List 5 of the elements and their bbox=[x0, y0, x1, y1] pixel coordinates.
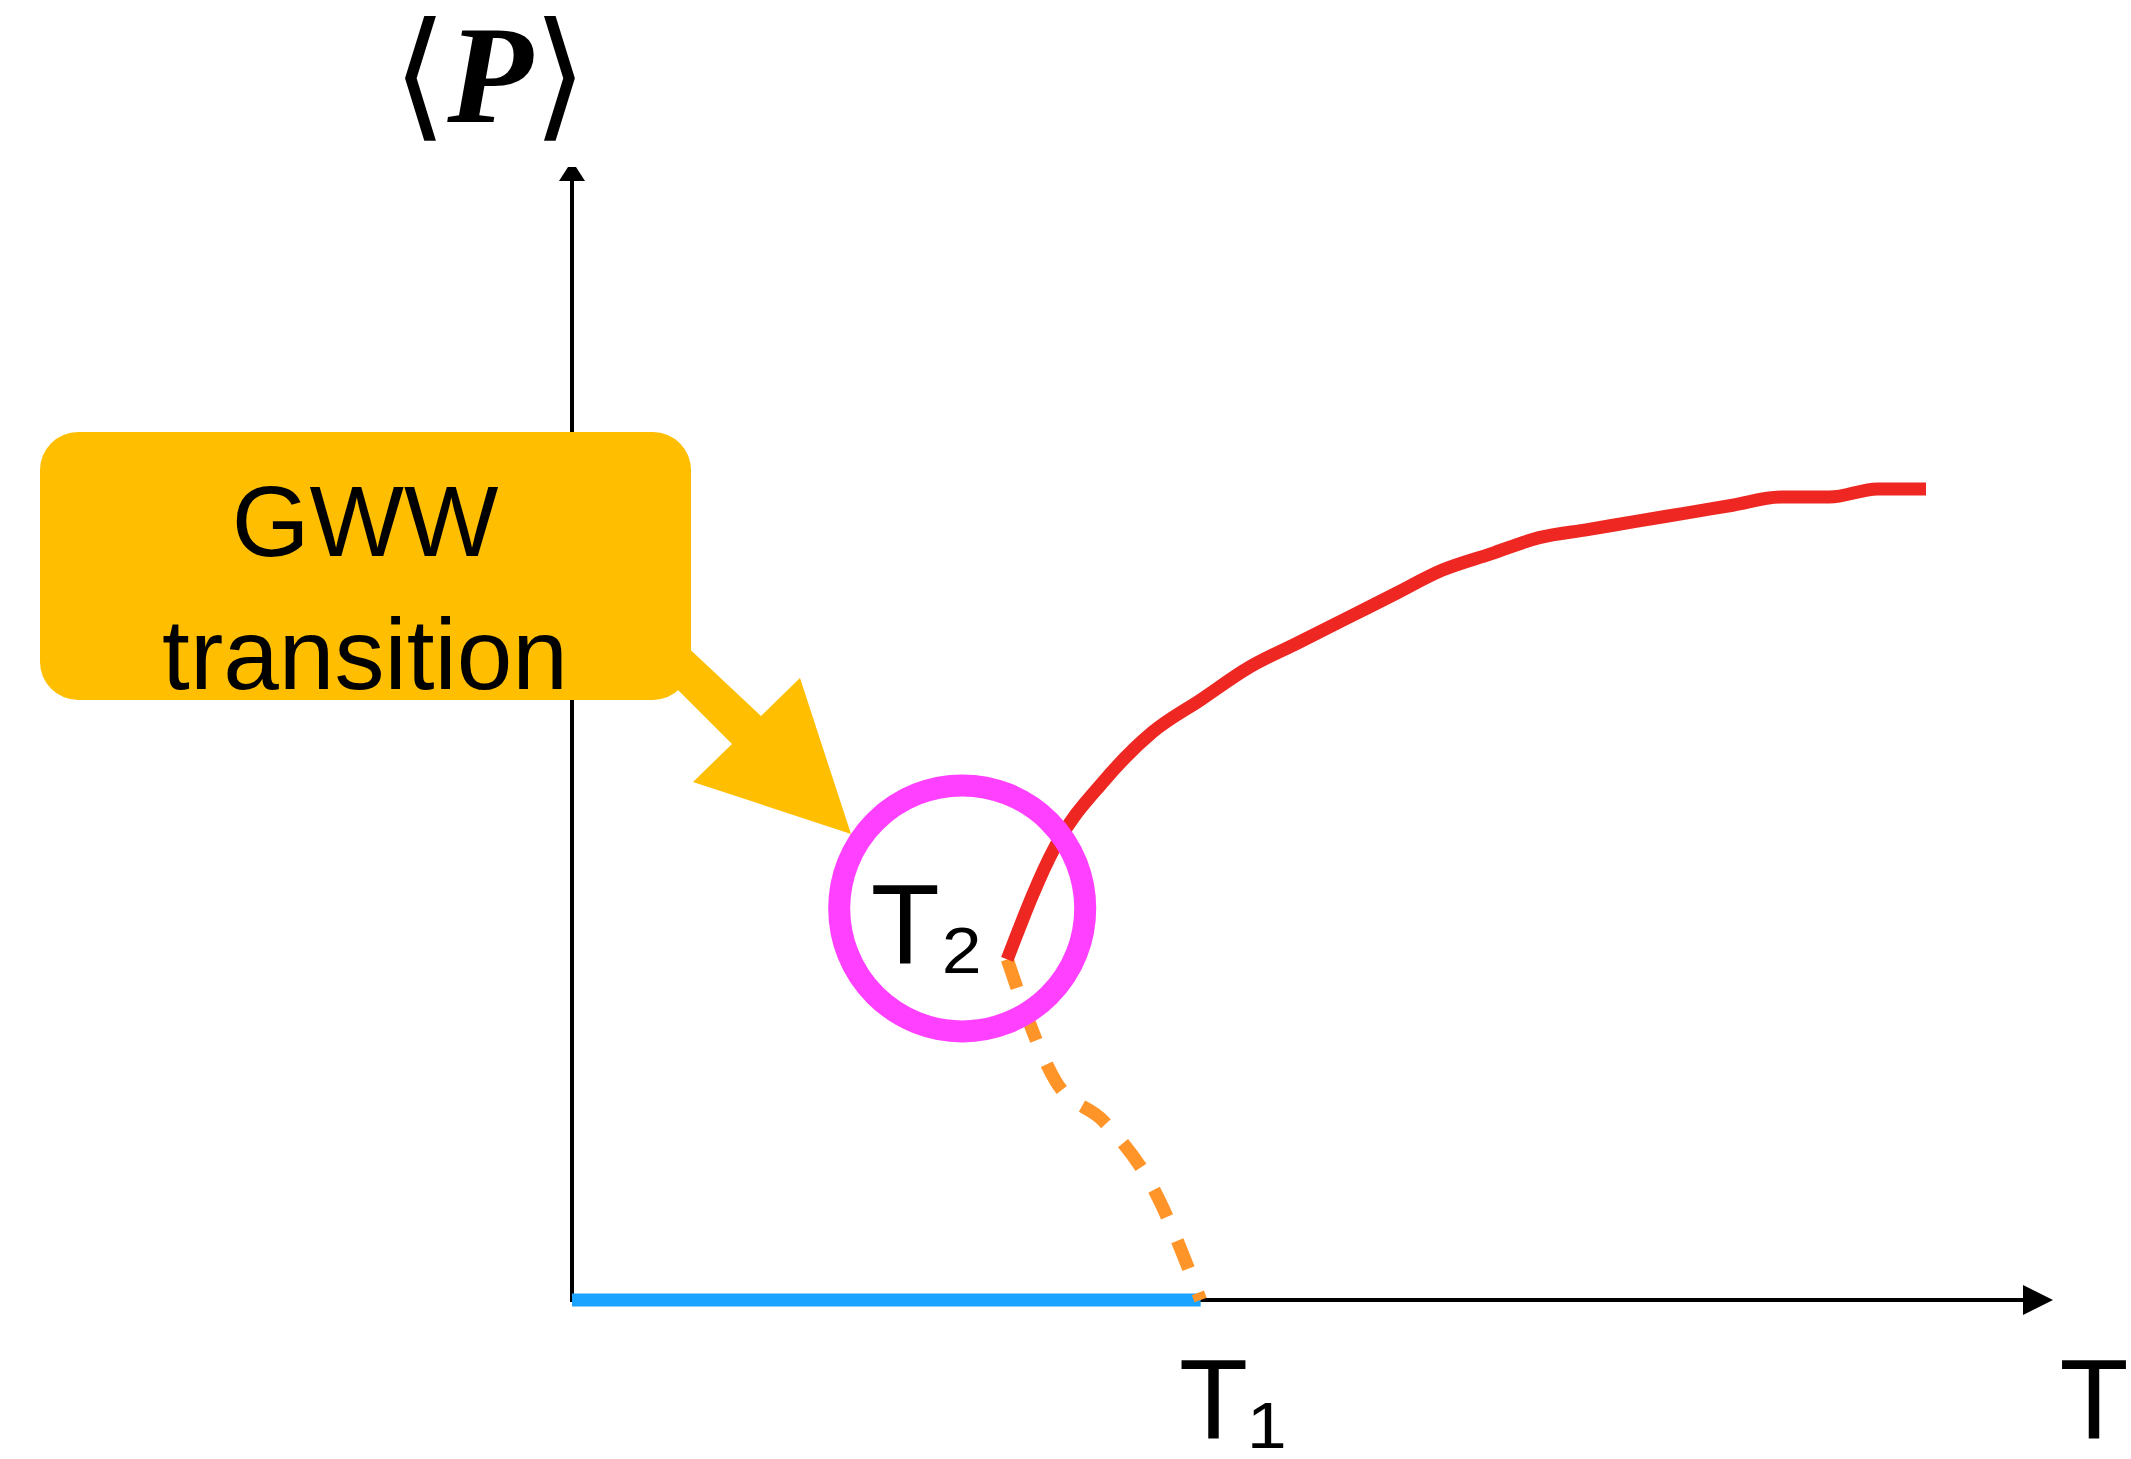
annotation: GWW transition bbox=[162, 464, 568, 710]
y-axis-title: ⟨P⟩ bbox=[392, 0, 588, 152]
text: T₁ bbox=[1179, 1336, 1287, 1459]
annotation: T₂ bbox=[870, 861, 984, 988]
x-axis-title: T bbox=[2059, 1336, 2129, 1459]
